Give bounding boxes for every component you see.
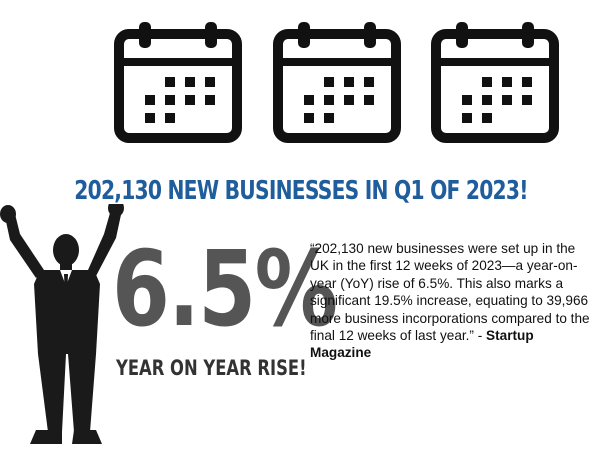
quote-text: “202,130 new businesses were set up in t… bbox=[310, 241, 590, 344]
quote-source: Startup Magazine bbox=[310, 328, 534, 361]
calendar-icon bbox=[113, 20, 243, 145]
stat-value: 6.5% bbox=[112, 228, 338, 350]
stat-label: YEAR ON YEAR RISE! bbox=[116, 356, 307, 380]
quote-block: “202,130 new businesses were set up in t… bbox=[310, 240, 595, 362]
headline: 202,130 NEW BUSINESSES IN Q1 OF 2023! bbox=[74, 176, 528, 206]
calendar-icon bbox=[272, 20, 402, 145]
celebrating-person-icon bbox=[0, 204, 145, 451]
calendar-icon bbox=[430, 20, 560, 145]
